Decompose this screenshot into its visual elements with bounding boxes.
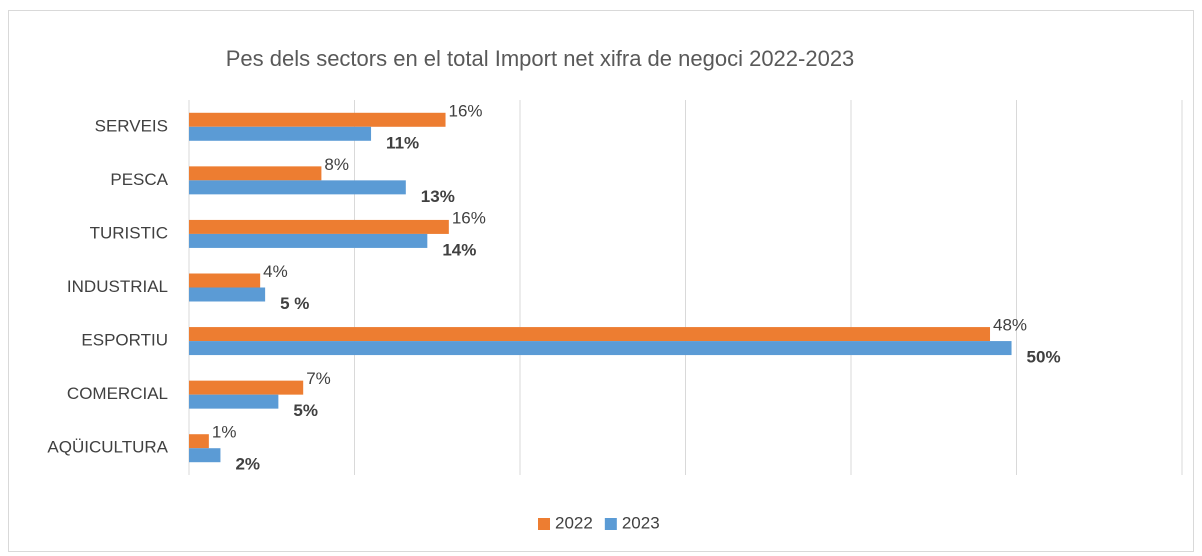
y-tick-label: INDUSTRIAL xyxy=(67,277,168,296)
data-label: 5 % xyxy=(280,294,309,313)
bar xyxy=(189,126,372,141)
data-label: 13% xyxy=(421,187,455,206)
legend-label: 2022 xyxy=(555,513,593,532)
data-label: 11% xyxy=(386,133,419,152)
bar xyxy=(189,233,428,248)
bar xyxy=(189,112,446,127)
chart-frame xyxy=(8,10,1194,552)
data-label: 5% xyxy=(293,401,318,420)
data-label: 7% xyxy=(306,369,331,388)
y-tick-label: TURISTIC xyxy=(90,223,168,242)
y-tick-label: AQÜICULTURA xyxy=(47,438,168,457)
y-tick-label: SERVEIS xyxy=(95,116,168,135)
y-tick-label: PESCA xyxy=(110,170,168,189)
legend-swatch xyxy=(538,518,550,530)
data-label: 4% xyxy=(263,262,288,281)
bar xyxy=(189,273,261,288)
bar xyxy=(189,341,1012,356)
data-label: 2% xyxy=(235,455,260,474)
bar xyxy=(189,394,279,409)
data-label: 16% xyxy=(452,208,486,227)
bar xyxy=(189,166,322,181)
bar xyxy=(189,448,221,463)
y-tick-label: COMERCIAL xyxy=(67,384,168,403)
bar xyxy=(189,219,449,234)
legend-label: 2023 xyxy=(622,513,660,532)
data-label: 48% xyxy=(993,316,1027,335)
chart-title: Pes dels sectors en el total Import net … xyxy=(226,46,855,71)
bar xyxy=(189,380,304,395)
legend-swatch xyxy=(604,518,617,530)
bar xyxy=(189,287,266,302)
bar xyxy=(189,434,209,449)
data-label: 1% xyxy=(212,423,237,442)
y-tick-label: ESPORTIU xyxy=(81,331,168,350)
data-label: 14% xyxy=(442,240,476,259)
data-label: 50% xyxy=(1027,348,1061,367)
bar xyxy=(189,180,406,195)
data-label: 8% xyxy=(324,155,349,174)
bar xyxy=(189,327,991,342)
data-label: 16% xyxy=(449,101,483,120)
